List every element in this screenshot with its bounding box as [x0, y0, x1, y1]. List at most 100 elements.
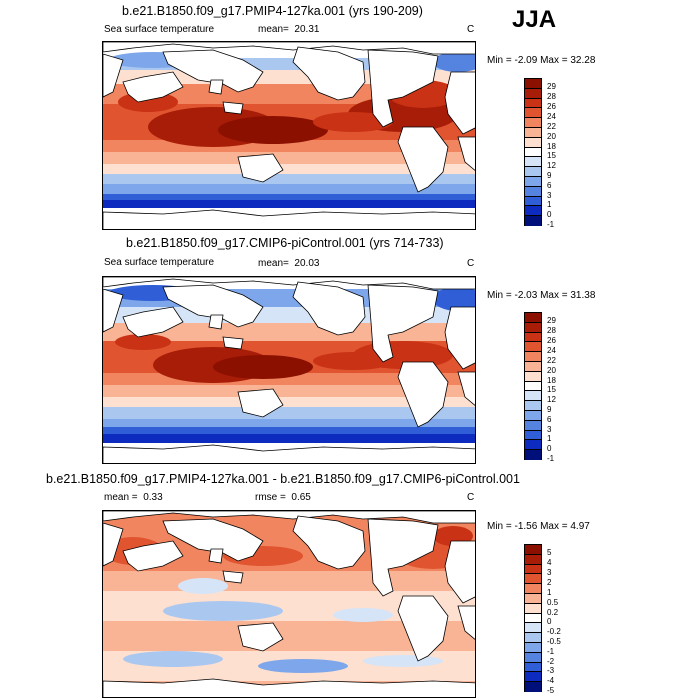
- panel-1-variable: Sea surface temperature: [104, 24, 215, 35]
- panel-1-swatch-1: [525, 88, 541, 99]
- panel-3-rmse-value: 0.65: [291, 492, 311, 503]
- panel-3-tick-10: -1: [547, 647, 555, 656]
- panel-1-swatch-5: [525, 127, 541, 138]
- panel-2-variable: Sea surface temperature: [104, 257, 215, 268]
- panel-3-tick-7: 0: [547, 617, 552, 626]
- panel-2-swatch-5: [525, 361, 541, 372]
- panel-3-swatch-7: [525, 613, 541, 624]
- panel-2-tick-10: 6: [547, 415, 552, 424]
- panel-3-swatch-8: [525, 623, 541, 634]
- panel-2-swatch-7: [525, 381, 541, 392]
- season-label: JJA: [512, 6, 557, 33]
- panel-1-minmax: Min = -2.09 Max = 32.28: [487, 55, 596, 66]
- panel-1-swatch-9: [525, 167, 541, 177]
- panel-2-tick-11: 3: [547, 425, 552, 434]
- panel-1-tick-0: 29: [547, 82, 556, 91]
- panel-2-mean: mean= 20.03: [258, 258, 319, 269]
- panel-2-tick-14: -1: [547, 454, 555, 463]
- panel-1-swatch-3: [525, 108, 541, 119]
- panel-3-swatch-4: [525, 584, 541, 594]
- panel-2-swatch-0: [525, 313, 541, 323]
- panel-3-swatch-12: [525, 662, 541, 673]
- panel-3-rmse-label: rmse =: [255, 492, 286, 503]
- panel-3-rmse: rmse = 0.65: [255, 492, 311, 503]
- panel-3-units: C: [467, 492, 475, 503]
- panel-3-tick-9: -0.5: [547, 637, 561, 646]
- panel-2-tick-6: 18: [547, 376, 556, 385]
- panel-2-tick-3: 24: [547, 346, 556, 355]
- panel-2-tick-2: 26: [547, 336, 556, 345]
- panel-2-swatch-3: [525, 342, 541, 353]
- panel-2-mean-value: 20.03: [294, 258, 320, 269]
- panel-3-title: b.e21.B1850.f09_g17.PMIP4-127ka.001 - b.…: [46, 472, 520, 486]
- panel-2-tick-13: 0: [547, 444, 552, 453]
- panel-3-tick-11: -2: [547, 657, 555, 666]
- panel-1-tick-4: 22: [547, 122, 556, 131]
- panel-1-tick-10: 6: [547, 181, 552, 190]
- panel-3-tick-13: -4: [547, 676, 555, 685]
- panel-3-swatch-1: [525, 554, 541, 565]
- panel-3-tick-3: 2: [547, 578, 552, 587]
- panel-2-tick-0: 29: [547, 316, 556, 325]
- panel-1-mean: mean= 20.31: [258, 24, 319, 35]
- panel-1-swatch-11: [525, 186, 541, 197]
- panel-3-colorbar-labels: 5 4 3 2 1 0.5 0.2 0 -0.2 -0.5 -1 -2 -3 -…: [547, 544, 577, 695]
- panel-1-tick-7: 15: [547, 151, 556, 160]
- panel-2-swatch-8: [525, 391, 541, 402]
- panel-2-tick-1: 28: [547, 326, 556, 335]
- panel-2-map-svg: [103, 277, 475, 463]
- panel-3-tick-14: -5: [547, 686, 555, 695]
- panel-2-units: C: [467, 258, 475, 269]
- panel-2-swatch-1: [525, 322, 541, 333]
- panel-1-tick-6: 18: [547, 142, 556, 151]
- panel-1-tick-12: 1: [547, 200, 552, 209]
- panel-2-tick-5: 20: [547, 366, 556, 375]
- panel-1-swatch-7: [525, 147, 541, 158]
- panel-3-mean: mean = 0.33: [104, 492, 163, 503]
- panel-1-tick-2: 26: [547, 102, 556, 111]
- panel-2-tick-12: 1: [547, 434, 552, 443]
- panel-2-swatch-12: [525, 430, 541, 441]
- panel-3-swatch-11: [525, 652, 541, 663]
- panel-2-swatch-11: [525, 420, 541, 431]
- panel-1-swatch-2: [525, 98, 541, 109]
- panel-2-swatch-13: [525, 440, 541, 451]
- panel-1-tick-13: 0: [547, 210, 552, 219]
- panel-3-mean-label: mean =: [104, 492, 138, 503]
- panel-2-map: [102, 276, 476, 464]
- panel-1-swatch-0: [525, 79, 541, 89]
- panel-3-tick-4: 1: [547, 588, 552, 597]
- panel-3-swatch-3: [525, 574, 541, 585]
- panel-2-colorbar-labels: 29 28 26 24 22 20 18 15 12 9 6 3 1 0 -1: [547, 312, 577, 463]
- panel-1-swatch-8: [525, 157, 541, 168]
- panel-2-tick-9: 9: [547, 405, 552, 414]
- panel-1-map: [102, 41, 476, 230]
- panel-2-tick-4: 22: [547, 356, 556, 365]
- panel-1-tick-14: -1: [547, 220, 555, 229]
- panel-3-tick-0: 5: [547, 548, 552, 557]
- panel-2-minmax: Min = -2.03 Max = 31.38: [487, 290, 596, 301]
- panel-2-mean-label: mean=: [258, 258, 289, 269]
- panel-1-tick-1: 28: [547, 92, 556, 101]
- panel-3-swatch-9: [525, 633, 541, 643]
- panel-1-tick-5: 20: [547, 132, 556, 141]
- panel-1-swatch-12: [525, 196, 541, 207]
- panel-3-swatch-2: [525, 564, 541, 575]
- panel-1-tick-3: 24: [547, 112, 556, 121]
- panel-1-units: C: [467, 24, 475, 35]
- panel-3-swatch-10: [525, 642, 541, 653]
- panel-2-swatch-2: [525, 332, 541, 343]
- panel-1-colorbar: [524, 78, 542, 226]
- panel-3-minmax: Min = -1.56 Max = 4.97: [487, 521, 590, 532]
- panel-3-colorbar: [524, 544, 542, 692]
- panel-1-tick-8: 12: [547, 161, 556, 170]
- panel-2-colorbar: [524, 312, 542, 460]
- panel-1-mean-label: mean=: [258, 24, 289, 35]
- panel-3-swatch-0: [525, 545, 541, 555]
- panel-2-swatch-14: [525, 450, 541, 460]
- panel-1-map-svg: [103, 42, 475, 229]
- panel-3-tick-5: 0.5: [547, 598, 559, 607]
- panel-1-swatch-14: [525, 216, 541, 226]
- panel-1-swatch-4: [525, 118, 541, 128]
- panel-3-tick-12: -3: [547, 666, 555, 675]
